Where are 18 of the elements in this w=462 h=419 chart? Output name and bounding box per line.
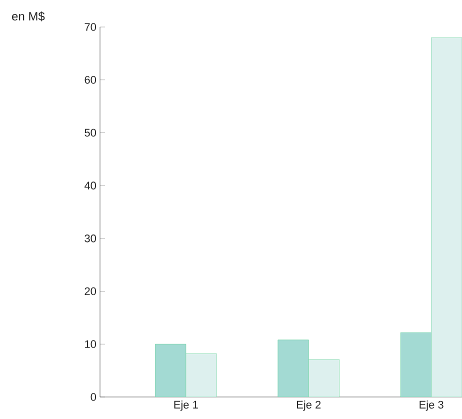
x-tick-label: Eje 3	[420, 400, 444, 411]
y-tick-label: 20	[84, 287, 96, 296]
y-tick-label: 70	[84, 23, 96, 31]
y-tick-label: 60	[84, 76, 96, 84]
x-tick-label: Eje 1	[174, 400, 198, 411]
x-tick-label: Eje 2	[296, 400, 321, 411]
bar	[278, 340, 309, 397]
y-tick-label: 0	[90, 393, 96, 401]
bar	[431, 37, 462, 397]
y-tick-label: 10	[85, 340, 96, 348]
y-tick-label: 50	[84, 128, 96, 137]
y-tick-label: 30	[84, 234, 96, 242]
y-axis-title: en M$	[12, 12, 45, 22]
bar	[186, 353, 217, 397]
y-tick-label: 40	[84, 182, 96, 190]
bar	[155, 344, 186, 397]
bar	[308, 359, 340, 397]
bar	[400, 332, 432, 397]
